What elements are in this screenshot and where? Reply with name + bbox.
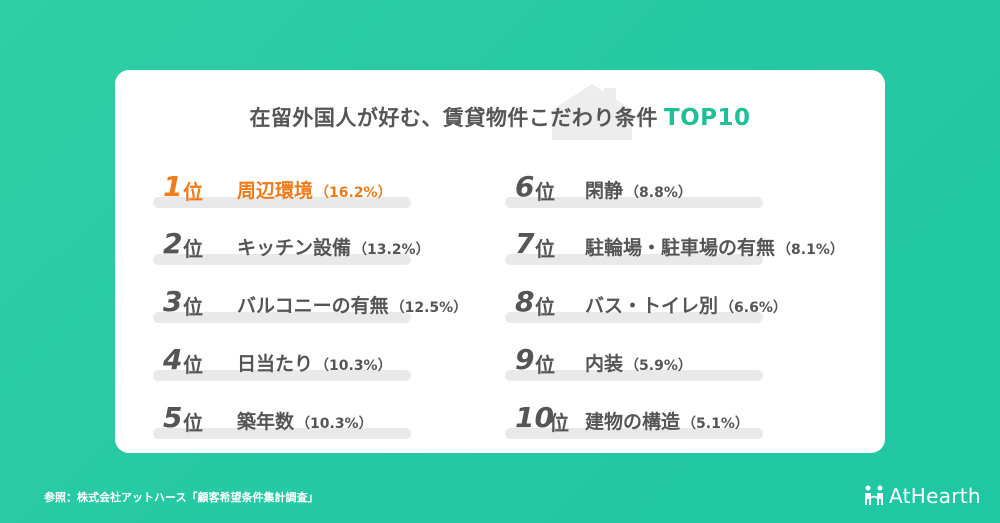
ranking-card: 在留外国人が好む、賃貸物件こだわり条件 TOP10 1 位周辺環境 （16.2%） 2 位… (115, 70, 885, 453)
rank-number: 6 (515, 170, 535, 203)
rank-item-3: 3 位 バルコニーの有無 （12.5%） (153, 285, 513, 323)
rank-percent: （5.9%） (625, 358, 692, 374)
rank-number: 4 (163, 343, 183, 376)
rank-underline (153, 312, 411, 323)
rank-suffix: 位 (549, 411, 569, 435)
rank-label: 日当たり （10.3%） (237, 353, 392, 375)
rank-suffix: 位 (535, 295, 555, 319)
rank-item-4: 4 位 日当たり （10.3%） (153, 343, 513, 381)
rank-underline (505, 197, 763, 208)
rank-percent: （6.6%） (720, 300, 787, 316)
chart-title-text: 在留外国人が好む、賃貸物件こだわり条件 (249, 106, 658, 130)
rank-number: 9 (515, 343, 535, 376)
rank-label: 駐輪場・駐車場の有無 （8.1%） (585, 237, 844, 259)
rank-suffix: 位 (183, 353, 203, 377)
rank-suffix: 位 (535, 180, 555, 204)
rank-underline (153, 428, 411, 439)
rank-underline (153, 370, 411, 381)
chart-title: 在留外国人が好む、賃貸物件こだわり条件 TOP10 (115, 102, 885, 132)
rank-item-6: 6 位 閑静 （8.8%） (505, 170, 865, 208)
rank-item-7: 7 位 駐輪場・駐車場の有無 （8.1%） (505, 227, 865, 265)
rank-underline (153, 197, 411, 208)
rank-item-1: 1 位 周辺環境 （16.2%） (153, 170, 513, 208)
rank-number: 2 (163, 227, 183, 260)
rank-underline (505, 312, 763, 323)
rank-item-10: 10 位建物の構造 （5.1%） (505, 401, 865, 439)
rank-percent: （8.8%） (625, 185, 692, 201)
rank-suffix: 位 (183, 180, 203, 204)
rank-underline (505, 254, 763, 265)
rank-number: 5 (163, 401, 183, 434)
rank-percent: （10.3%） (296, 416, 373, 432)
rank-number: 1 (163, 170, 183, 203)
rank-underline (505, 370, 763, 381)
rank-number: 8 (515, 285, 535, 318)
rank-label: 周辺環境 （16.2%） (237, 180, 392, 202)
rank-label: 内装 （5.9%） (585, 353, 692, 375)
rank-label: バルコニーの有無 （12.5%） (237, 295, 468, 317)
rank-item-5: 5 位 築年数 （10.3%） (153, 401, 513, 439)
rank-suffix: 位 (535, 353, 555, 377)
rank-number: 10 (515, 401, 554, 434)
chart-title-accent: TOP10 (663, 105, 751, 131)
rank-number: 3 (163, 285, 183, 318)
rank-percent: （13.2%） (353, 242, 430, 258)
people-logo-icon (865, 485, 883, 505)
rank-label: 閑静 （8.8%） (585, 180, 692, 202)
rank-percent: （16.2%） (315, 185, 392, 201)
rank-label: バス・トイレ別 （6.6%） (585, 295, 787, 317)
rank-item-2: 2 位 キッチン設備 （13.2%） (153, 227, 513, 265)
rank-suffix: 位 (183, 295, 203, 319)
rank-percent: （12.5%） (390, 300, 468, 316)
rank-label: 建物の構造 （5.1%） (585, 411, 749, 433)
rank-suffix: 位 (183, 411, 203, 435)
rank-underline (505, 428, 763, 439)
rank-label: 築年数 （10.3%） (237, 411, 373, 433)
rank-suffix: 位 (535, 237, 555, 261)
rank-underline (153, 254, 411, 265)
house-icon (552, 84, 632, 140)
rank-number: 7 (515, 227, 535, 260)
rank-percent: （10.3%） (315, 358, 392, 374)
rank-item-8: 8 位 バス・トイレ別 （6.6%） (505, 285, 865, 323)
rank-label: キッチン設備 （13.2%） (237, 237, 430, 259)
rank-suffix: 位 (183, 237, 203, 261)
rank-item-9: 9 位 内装 （5.9%） (505, 343, 865, 381)
rank-percent: （8.1%） (777, 242, 844, 258)
rank-percent: （5.1%） (682, 416, 749, 432)
brand-name: AtHearth (889, 484, 981, 508)
source-note: 参照：株式会社アットハース「顧客希望条件集計調査」 (44, 491, 319, 504)
